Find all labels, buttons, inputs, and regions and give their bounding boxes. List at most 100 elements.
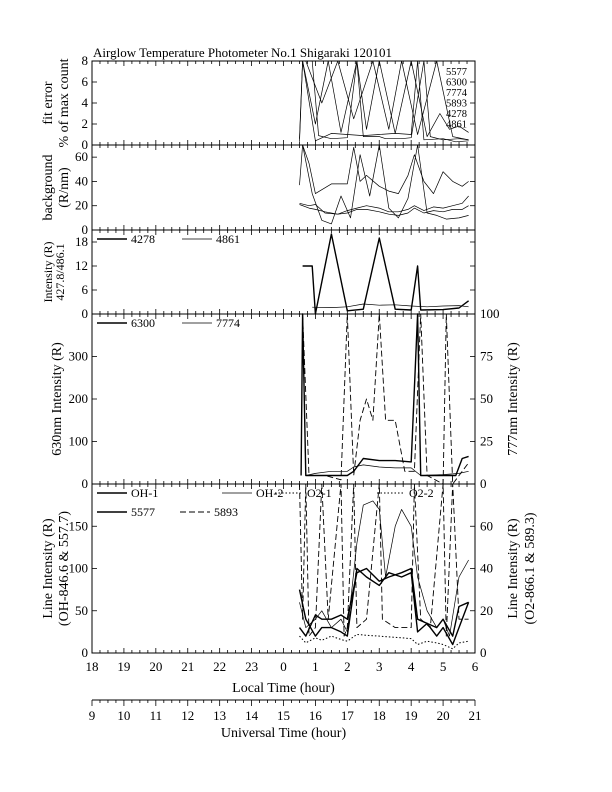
x-tick-label-local: 6	[472, 659, 479, 674]
oh-o2-lines-y-right-axis-label: (O2-866.1 & 589.3)	[523, 512, 538, 624]
x-axis-label-local: Local Time (hour)	[232, 681, 335, 696]
oh-o2-lines-y-right-tick-label: 0	[480, 645, 487, 660]
blue-lines-series-4861	[312, 303, 469, 308]
background-series-3	[299, 204, 469, 216]
x-tick-label-local: 3	[376, 659, 383, 674]
red-lines-legend-label-7774: 7774	[216, 316, 240, 330]
red-lines-series-7774	[302, 313, 469, 476]
blue-lines-legend-label-4861: 4861	[216, 232, 240, 246]
x-tick-label-local: 18	[86, 659, 99, 674]
fit-error-annotation-6300: 6300	[446, 78, 467, 89]
oh-o2-lines-y-right-tick-label: 60	[480, 518, 493, 533]
oh-o2-lines-legend-label-o2-1: O2-1	[307, 486, 332, 500]
x-tick-label-local: 23	[245, 659, 258, 674]
chart-title: Airglow Temperature Photometer No.1 Shig…	[93, 45, 392, 60]
oh-o2-lines-y-tick-label: 0	[82, 645, 89, 660]
background-series-1	[299, 144, 469, 194]
red-lines-y-right-tick-label: 50	[480, 391, 493, 406]
red-lines-legend-label-6300: 6300	[131, 316, 155, 330]
background-y-tick-label: 40	[75, 173, 88, 188]
background-frame	[91, 144, 476, 231]
red-lines-y-axis-label: 630nm Intensity (R)	[50, 342, 65, 456]
oh-o2-lines-legend-label-oh-2: OH-2	[256, 486, 283, 500]
oh-o2-lines-y-right-tick-label: 20	[480, 603, 493, 618]
oh-o2-lines-y-axis-label: Line Intensity (R)	[41, 518, 56, 619]
fit-error-annotation-4278: 4278	[446, 109, 467, 120]
x-tick-label-universal: 9	[89, 708, 96, 723]
x-tick-label-universal: 16	[309, 708, 323, 723]
oh-o2-lines-y-tick-label: 150	[69, 518, 89, 533]
oh-o2-lines-y-tick-label: 100	[69, 561, 89, 576]
red-lines-series-6300	[300, 313, 469, 477]
x-tick-label-local: 19	[117, 659, 130, 674]
background-y-tick-label: 20	[75, 198, 88, 213]
background-y-axis-label: (R/nm)	[57, 167, 72, 208]
fit-error-y-tick-label: 2	[82, 116, 89, 131]
oh-o2-lines-y-right-axis-label: Line Intensity (R)	[506, 518, 521, 619]
x-tick-label-local: 5	[440, 659, 447, 674]
background-y-tick-label: 0	[82, 222, 89, 237]
blue-lines-y-tick-label: 18	[75, 234, 88, 249]
fit-error-y-tick-label: 8	[82, 53, 89, 68]
oh-o2-lines-series-oh-2	[299, 500, 469, 637]
oh-o2-lines-y-tick-label: 50	[75, 603, 88, 618]
fit-error-annotation-5577: 5577	[446, 67, 467, 78]
x-tick-label-local: 0	[280, 659, 287, 674]
fit-error-y-tick-label: 0	[82, 137, 89, 152]
red-lines-y-right-axis-label: 777nm Intensity (R)	[506, 342, 521, 456]
x-tick-label-universal: 13	[213, 708, 226, 723]
x-tick-label-universal: 21	[469, 708, 482, 723]
blue-lines-y-axis-label: 427.8/486.1	[53, 243, 67, 300]
fit-error-y-tick-label: 4	[82, 95, 89, 110]
oh-o2-lines-y-right-tick-label: 40	[480, 561, 493, 576]
oh-o2-lines-series-oh-1	[298, 567, 470, 646]
oh-o2-lines-legend-label-5577: 5577	[131, 505, 155, 519]
x-tick-label-local: 1	[312, 659, 319, 674]
oh-o2-lines-series-5893	[299, 483, 469, 637]
fit-error-annotation-4861: 4861	[446, 120, 467, 131]
blue-lines-y-tick-label: 12	[75, 258, 88, 273]
fit-error-frame	[91, 60, 476, 146]
x-tick-label-local: 21	[181, 659, 194, 674]
fit-error-y-tick-label: 6	[82, 74, 89, 89]
oh-o2-lines-legend-label-o2-2: O2-2	[409, 486, 434, 500]
background-series-2	[299, 195, 469, 215]
fit-error-series-4	[305, 60, 469, 141]
x-axis-label-universal: Universal Time (hour)	[221, 726, 347, 741]
x-tick-label-universal: 18	[373, 708, 386, 723]
x-tick-label-local: 20	[149, 659, 162, 674]
x-tick-label-universal: 11	[150, 708, 163, 723]
x-tick-label-universal: 19	[405, 708, 418, 723]
x-tick-label-universal: 17	[341, 708, 355, 723]
red-lines-y-tick-label: 100	[69, 434, 89, 449]
oh-o2-lines-series-o2-1	[299, 633, 469, 650]
fit-error-series-1	[299, 60, 469, 141]
red-lines-y-right-tick-label: 25	[480, 434, 493, 449]
oh-o2-lines-y-axis-label: (OH-846.6 & 557.7)	[57, 511, 72, 626]
blue-lines-series-4278	[302, 233, 470, 315]
red-lines-y-right-tick-label: 75	[480, 349, 493, 364]
oh-o2-lines-legend-label-5893: 5893	[214, 505, 238, 519]
x-tick-label-local: 4	[408, 659, 415, 674]
fit-error-series-3	[302, 60, 469, 137]
x-tick-label-universal: 10	[117, 708, 130, 723]
fit-error-series-2	[299, 60, 469, 143]
fit-error-annotation-5893: 5893	[446, 99, 467, 110]
background-y-axis-label: background	[41, 154, 56, 220]
background-y-tick-label: 60	[75, 149, 88, 164]
x-tick-label-universal: 12	[181, 708, 194, 723]
fit-error-y-axis-label: fit error	[41, 81, 56, 124]
red-lines-y-right-tick-label: 100	[480, 306, 500, 321]
x-tick-label-universal: 20	[437, 708, 450, 723]
x-tick-label-universal: 15	[277, 708, 290, 723]
blue-lines-legend-label-4278: 4278	[131, 232, 155, 246]
red-lines-y-tick-label: 300	[69, 349, 89, 364]
red-lines-y-tick-label: 200	[69, 391, 89, 406]
red-lines-y-tick-label: 0	[82, 476, 89, 491]
blue-lines-y-tick-label: 6	[82, 282, 89, 297]
blue-lines-y-axis-label: Intensity (R)	[41, 242, 55, 303]
red-lines-series-5893	[302, 313, 469, 485]
red-lines-y-right-tick-label: 0	[480, 476, 487, 491]
fit-error-y-axis-label: % of max count	[57, 58, 72, 147]
